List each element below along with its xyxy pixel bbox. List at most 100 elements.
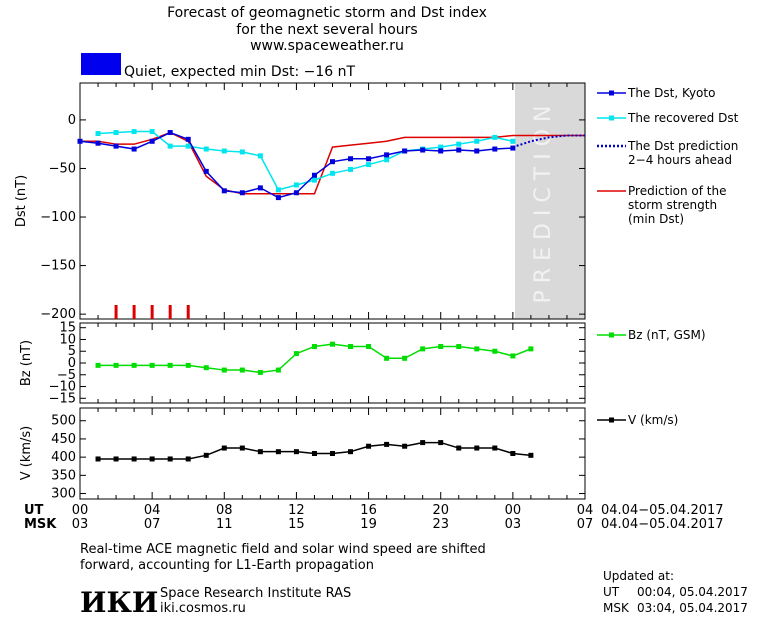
v-point [239,445,245,451]
bz-point [185,362,191,368]
y-tick-label: 0 [68,356,76,371]
recovered-dst-point [239,149,245,155]
y-tick-label: −150 [40,259,76,274]
updated-msk-label: MSK [603,601,630,615]
recovered-dst-point [167,143,173,149]
updated-label: Updated at: [603,569,674,583]
ut-tick-label: 20 [432,503,449,518]
v-point [348,449,354,455]
bz-point [221,367,227,373]
legend-label: Prediction of the storm strength (min Dst) [628,184,727,226]
v-point [366,443,372,449]
legend-marker [609,115,614,121]
ut-tick-label: 00 [505,503,522,518]
dst-kyoto-point [348,156,354,162]
dst-kyoto-point [185,136,191,142]
y-tick-label: −10 [49,380,76,395]
bz-point [149,362,155,368]
dst-kyoto-point [203,168,209,174]
dst-kyoto-point [293,190,299,196]
dst-kyoto-point [384,152,390,158]
bz-point [275,367,281,373]
msk-date-range: 04.04−05.04.2017 [601,517,724,532]
legend-label: V (km/s) [628,413,678,427]
v-point [113,456,119,462]
dst-kyoto-point [510,145,516,151]
recovered-dst-point [474,138,480,144]
legend-label: The Dst prediction 2−4 hours ahead [627,139,738,167]
bz-point [492,348,498,354]
y-tick-label: −100 [40,210,76,225]
recovered-dst-point [95,131,101,137]
v-point [492,445,498,451]
dst-kyoto-point [239,190,245,196]
y-tick-label: −5 [57,368,76,383]
bz-point [167,362,173,368]
v-point [420,440,426,446]
y-tick-label: 350 [51,468,76,483]
msk-tick-label: 07 [577,517,594,532]
bz-point [330,341,335,347]
ut-tick-label: 00 [72,503,89,518]
recovered-dst-point [131,129,137,135]
v-point [528,452,534,458]
v-point [131,456,137,462]
legend: The Dst, Kyoto The recovered Dst The Dst p… [597,86,739,427]
v-axis-title: V (km/s) [19,426,34,481]
bz-point [456,344,462,350]
dst-kyoto-point [474,148,480,154]
bz-point [474,346,480,352]
dst-kyoto-point [131,146,137,152]
dst-kyoto-point [257,185,263,191]
bz-point [528,346,534,352]
recovered-dst-point [203,146,209,152]
dst-kyoto-point [275,195,281,201]
bz-panel-frame [79,322,586,404]
y-tick-label: 15 [59,321,76,336]
bz-point [348,344,354,350]
v-point [275,449,281,455]
bz-point [257,369,263,375]
kp-markers [114,305,190,319]
bz-point [420,346,426,352]
recovered-dst-point [113,130,119,136]
y-tick-label: 5 [68,344,76,359]
v-point [311,451,317,456]
msk-tick-label: 15 [288,517,305,532]
bz-point [438,344,444,350]
ut-date-range: 04.04−05.04.2017 [601,503,724,518]
dst-kyoto-point [167,130,173,136]
recovered-dst-point [510,138,516,144]
y-tick-label: −50 [49,161,76,176]
time-axis-labels: UT MSK 04.04−05.04.2017 04.04−05.04.2017 [24,503,724,532]
recovered-dst-point [275,187,281,193]
v-point [149,456,155,462]
dst-kyoto-point [221,188,227,194]
v-point [95,456,101,462]
recovered-dst-point [293,182,299,188]
recovered-dst-point [330,170,335,176]
v-point [402,443,408,449]
recovered-dst-point [149,129,155,135]
recovered-dst-point [348,166,354,172]
v-point [438,440,444,446]
y-tick-label: 450 [51,432,76,447]
msk-tick-label: 23 [432,517,449,532]
bz-point [402,355,408,361]
bz-point [384,355,390,361]
msk-tick-label: 03 [72,517,89,532]
ut-tick-label: 16 [360,503,377,518]
y-tick-label: 300 [51,487,76,502]
ut-tick-label: 04 [144,503,161,518]
legend-label: Bz (nT, GSM) [628,328,706,342]
bz-point [131,362,137,368]
legend-marker [609,90,614,96]
chart-title-line1: Forecast of geomagnetic storm and Dst in… [167,5,487,21]
v-point [257,449,263,455]
recovered-dst-point [384,157,390,163]
legend-label: The recovered Dst [627,111,739,125]
dst-kyoto-point [438,148,444,154]
bz-point [203,365,209,371]
